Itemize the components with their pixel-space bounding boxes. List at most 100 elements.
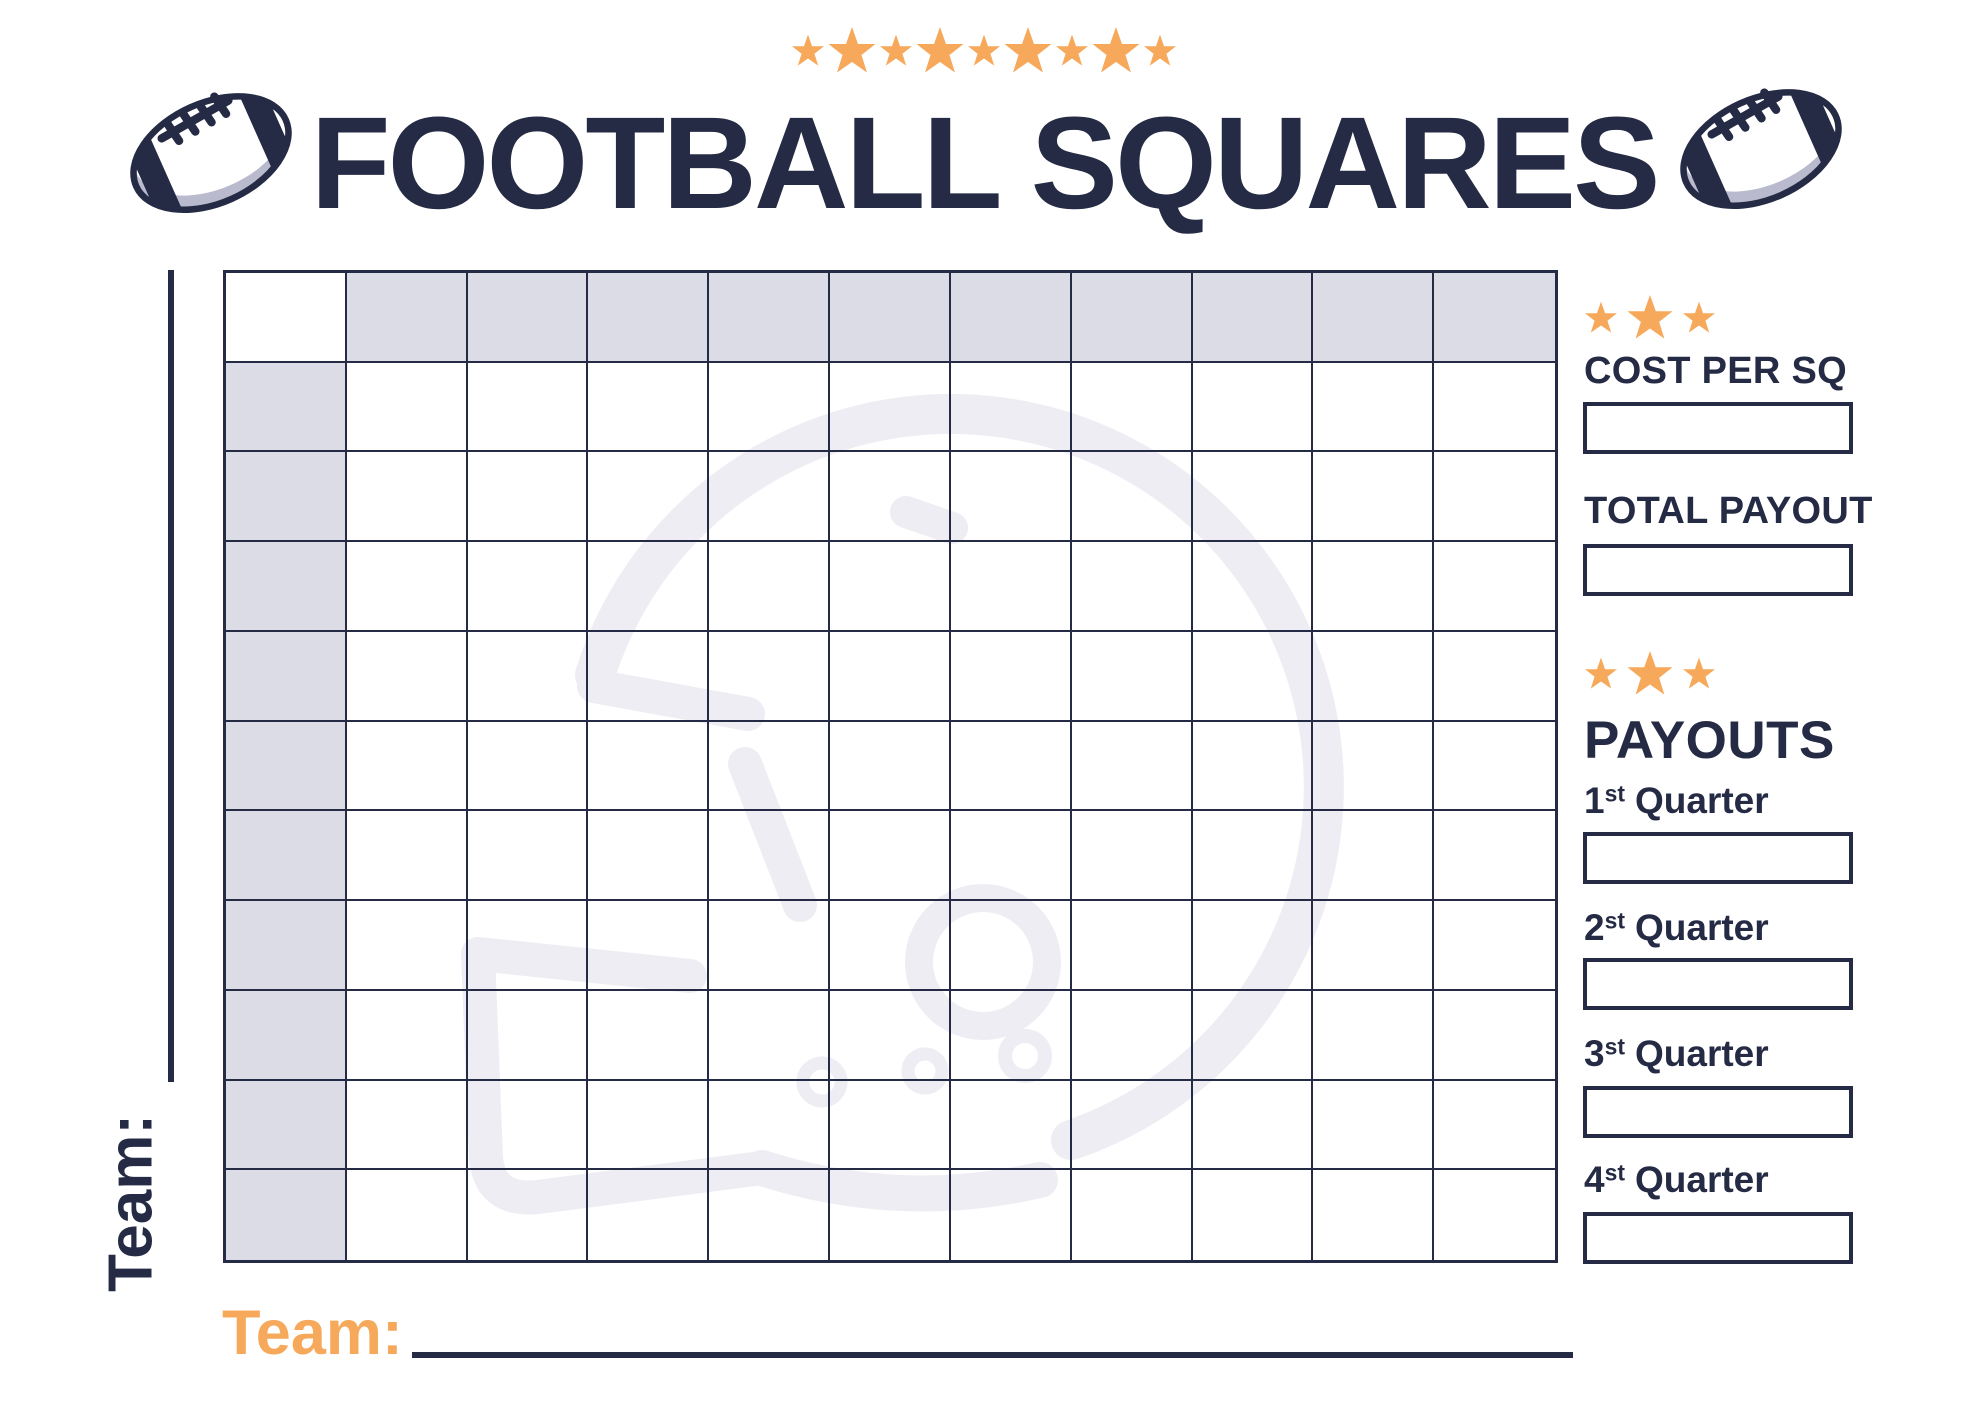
grid-cell[interactable]: [346, 811, 468, 902]
top-score-cell[interactable]: [1313, 273, 1435, 363]
grid-cell[interactable]: [1192, 631, 1314, 722]
grid-cell[interactable]: [467, 452, 589, 543]
grid-cell[interactable]: [950, 811, 1072, 902]
left-score-cell[interactable]: [226, 631, 347, 722]
left-score-cell[interactable]: [226, 811, 347, 902]
left-score-cell[interactable]: [226, 1170, 347, 1260]
grid-cell[interactable]: [1071, 452, 1193, 543]
grid-cell[interactable]: [468, 1170, 589, 1260]
grid-cell[interactable]: [467, 990, 589, 1081]
grid-cell[interactable]: [830, 1170, 951, 1260]
top-score-cell[interactable]: [1434, 273, 1555, 363]
grid-cell[interactable]: [1192, 1080, 1314, 1171]
grid-cell[interactable]: [1434, 1170, 1555, 1260]
grid-cell[interactable]: [346, 901, 468, 991]
grid-cell[interactable]: [1313, 1170, 1435, 1260]
grid-cell[interactable]: [1313, 901, 1435, 991]
grid-cell[interactable]: [830, 901, 951, 991]
top-score-cell[interactable]: [709, 273, 831, 363]
grid-cell[interactable]: [950, 990, 1072, 1081]
grid-cell[interactable]: [1192, 542, 1314, 632]
grid-cell[interactable]: [830, 542, 951, 632]
grid-cell[interactable]: [950, 362, 1072, 453]
grid-cell[interactable]: [709, 811, 831, 902]
grid-cell[interactable]: [1192, 721, 1314, 812]
grid-cell[interactable]: [1192, 901, 1314, 991]
grid-cell[interactable]: [346, 362, 468, 453]
grid-cell[interactable]: [830, 362, 951, 453]
grid-cell[interactable]: [588, 901, 710, 991]
grid-cell[interactable]: [588, 990, 710, 1081]
grid-cell[interactable]: [1434, 1081, 1555, 1171]
grid-cell[interactable]: [1071, 901, 1193, 991]
grid-cell[interactable]: [1193, 1170, 1314, 1260]
grid-cell[interactable]: [467, 362, 589, 453]
top-score-cell[interactable]: [1071, 273, 1193, 363]
grid-cell[interactable]: [1071, 721, 1193, 812]
top-score-cell[interactable]: [830, 273, 951, 363]
grid-cell[interactable]: [830, 452, 951, 543]
grid-cell[interactable]: [1071, 542, 1193, 632]
grid-cell[interactable]: [1434, 452, 1555, 543]
grid-cell[interactable]: [1071, 1080, 1193, 1171]
grid-cell[interactable]: [950, 631, 1072, 722]
left-score-cell[interactable]: [226, 452, 347, 543]
grid-cell[interactable]: [1434, 991, 1555, 1081]
left-score-cell[interactable]: [226, 1080, 347, 1171]
top-score-cell[interactable]: [1192, 273, 1314, 363]
grid-cell[interactable]: [346, 721, 468, 812]
grid-cell[interactable]: [709, 901, 831, 991]
grid-cell[interactable]: [1192, 452, 1314, 543]
grid-cell[interactable]: [467, 901, 589, 991]
grid-cell[interactable]: [1192, 990, 1314, 1081]
grid-cell[interactable]: [346, 452, 468, 543]
grid-cell[interactable]: [588, 452, 710, 543]
grid-cell[interactable]: [1434, 901, 1555, 991]
grid-cell[interactable]: [1313, 452, 1435, 543]
grid-cell[interactable]: [1071, 631, 1193, 722]
grid-cell[interactable]: [588, 542, 710, 632]
top-score-cell[interactable]: [346, 273, 468, 363]
grid-cell[interactable]: [1313, 811, 1435, 902]
grid-cell[interactable]: [1313, 631, 1435, 722]
grid-cell[interactable]: [1434, 363, 1555, 453]
team-bottom-line[interactable]: [412, 1352, 1573, 1358]
quarter-4-input[interactable]: [1583, 1212, 1853, 1264]
left-score-cell[interactable]: [226, 362, 347, 453]
grid-cell[interactable]: [346, 542, 468, 632]
grid-cell[interactable]: [709, 542, 831, 632]
grid-cell[interactable]: [950, 542, 1072, 632]
top-score-cell[interactable]: [467, 273, 589, 363]
team-left-line[interactable]: [168, 270, 174, 1082]
left-score-cell[interactable]: [226, 901, 347, 991]
grid-cell[interactable]: [1071, 811, 1193, 902]
grid-cell[interactable]: [346, 631, 468, 722]
quarter-2-input[interactable]: [1583, 958, 1853, 1010]
grid-cell[interactable]: [709, 721, 831, 812]
grid-cell[interactable]: [588, 631, 710, 722]
grid-cell[interactable]: [950, 452, 1072, 543]
grid-cell[interactable]: [950, 1080, 1072, 1171]
grid-cell[interactable]: [1072, 1170, 1193, 1260]
grid-cell[interactable]: [709, 362, 831, 453]
grid-cell[interactable]: [467, 1080, 589, 1171]
grid-cell[interactable]: [950, 721, 1072, 812]
cost-per-sq-input[interactable]: [1583, 402, 1853, 454]
grid-cell[interactable]: [346, 1080, 468, 1171]
grid-cell[interactable]: [588, 721, 710, 812]
grid-cell[interactable]: [1313, 721, 1435, 812]
grid-cell[interactable]: [588, 1170, 710, 1260]
top-score-cell[interactable]: [588, 273, 710, 363]
grid-cell[interactable]: [830, 721, 951, 812]
grid-cell[interactable]: [1192, 362, 1314, 453]
grid-cell[interactable]: [709, 1170, 831, 1260]
total-payout-input[interactable]: [1583, 544, 1853, 596]
grid-cell[interactable]: [830, 631, 951, 722]
grid-cell[interactable]: [346, 990, 468, 1081]
grid-cell[interactable]: [1192, 811, 1314, 902]
grid-cell[interactable]: [588, 811, 710, 902]
grid-cell[interactable]: [467, 811, 589, 902]
grid-cell[interactable]: [467, 542, 589, 632]
grid-cell[interactable]: [951, 1170, 1072, 1260]
grid-cell[interactable]: [830, 1080, 951, 1171]
